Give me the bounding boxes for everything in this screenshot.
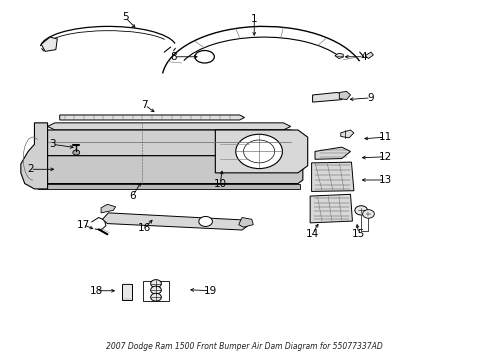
Circle shape xyxy=(150,293,161,301)
Circle shape xyxy=(199,216,212,226)
Text: 2: 2 xyxy=(27,164,34,174)
Circle shape xyxy=(362,210,373,218)
Circle shape xyxy=(150,280,161,288)
Polygon shape xyxy=(41,37,57,51)
Polygon shape xyxy=(311,162,353,192)
Polygon shape xyxy=(38,184,300,189)
Circle shape xyxy=(150,286,161,294)
Text: 5: 5 xyxy=(122,13,128,22)
Text: 2007 Dodge Ram 1500 Front Bumper Air Dam Diagram for 55077337AD: 2007 Dodge Ram 1500 Front Bumper Air Dam… xyxy=(106,342,382,351)
Polygon shape xyxy=(312,93,344,102)
Text: 16: 16 xyxy=(138,223,151,233)
Polygon shape xyxy=(238,217,253,227)
Polygon shape xyxy=(122,284,131,300)
Polygon shape xyxy=(339,91,350,100)
Polygon shape xyxy=(314,147,350,159)
Text: 3: 3 xyxy=(49,139,56,149)
Polygon shape xyxy=(334,53,343,59)
Polygon shape xyxy=(102,213,249,230)
Circle shape xyxy=(235,134,282,168)
Text: 4: 4 xyxy=(360,52,366,62)
Polygon shape xyxy=(101,204,116,213)
Text: 7: 7 xyxy=(141,100,148,110)
Polygon shape xyxy=(215,130,307,173)
Text: 14: 14 xyxy=(305,229,319,239)
Text: 18: 18 xyxy=(89,286,102,296)
Circle shape xyxy=(73,150,80,155)
Text: 8: 8 xyxy=(170,52,177,62)
Text: 10: 10 xyxy=(213,179,226,189)
Polygon shape xyxy=(365,52,372,59)
Polygon shape xyxy=(340,130,353,138)
Polygon shape xyxy=(60,115,244,120)
Text: 19: 19 xyxy=(203,286,217,296)
Text: 13: 13 xyxy=(378,175,391,185)
Text: 15: 15 xyxy=(351,229,365,239)
Polygon shape xyxy=(47,123,290,130)
Polygon shape xyxy=(35,156,302,184)
Circle shape xyxy=(354,206,367,215)
Text: 17: 17 xyxy=(76,220,89,230)
Text: 9: 9 xyxy=(367,93,373,103)
Text: 6: 6 xyxy=(129,191,136,201)
Text: 11: 11 xyxy=(378,132,391,142)
Polygon shape xyxy=(309,194,352,223)
Polygon shape xyxy=(40,130,297,156)
Text: 12: 12 xyxy=(378,152,391,162)
Polygon shape xyxy=(21,123,47,189)
Text: 1: 1 xyxy=(250,14,257,24)
